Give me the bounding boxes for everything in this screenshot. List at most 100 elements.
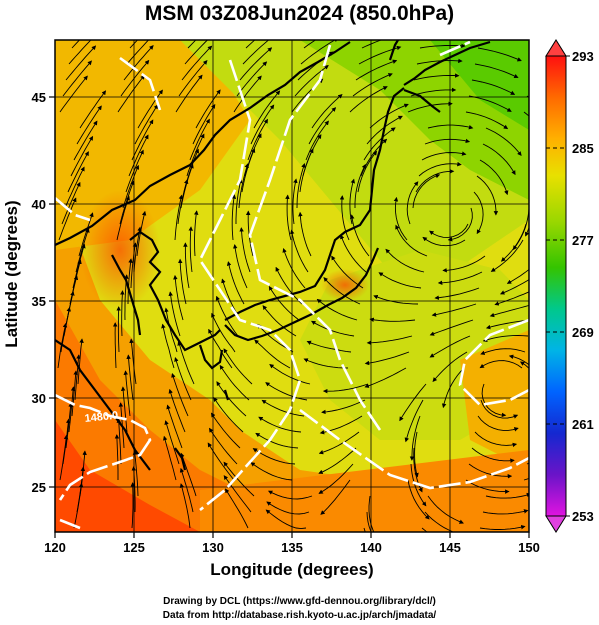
- streamline: [519, 361, 529, 370]
- streamline: [447, 207, 473, 242]
- x-tick-label: 150: [518, 540, 540, 555]
- streamline: [75, 227, 90, 273]
- streamline: [421, 151, 467, 161]
- streamline: [59, 75, 88, 113]
- streamline: [413, 73, 460, 81]
- streamline: [123, 45, 154, 81]
- streamline: [120, 386, 128, 433]
- streamline: [364, 367, 407, 388]
- streamline: [429, 223, 469, 238]
- streamline: [296, 163, 306, 209]
- streamline: [126, 40, 150, 65]
- colorbar-label: 277: [572, 233, 594, 248]
- streamline: [57, 322, 68, 369]
- streamline: [366, 335, 413, 346]
- streamline: [485, 492, 529, 499]
- y-tick-label: 35: [32, 294, 46, 309]
- streamline: [366, 115, 403, 145]
- streamline: [292, 178, 298, 225]
- streamline: [195, 89, 221, 129]
- contour-label: 1480.0: [84, 410, 119, 425]
- streamline: [62, 60, 92, 97]
- streamline: [211, 412, 241, 449]
- streamline: [123, 370, 131, 417]
- streamline: [331, 255, 364, 289]
- y-tick-label: 25: [32, 480, 46, 495]
- streamline: [207, 442, 235, 481]
- streamline: [369, 317, 416, 323]
- colorbar-label: 285: [572, 141, 594, 156]
- streamline: [79, 90, 107, 129]
- axis-ticks: [49, 96, 530, 538]
- streamline: [266, 501, 310, 515]
- streamline: [116, 418, 122, 465]
- streamline: [378, 272, 422, 289]
- map-title: MSM 03Z08Jun2024 (850.0hPa): [144, 2, 455, 25]
- streamline: [265, 382, 308, 401]
- streamline: [177, 179, 189, 225]
- streamline: [187, 40, 197, 49]
- colorbar-label: 269: [572, 325, 594, 340]
- streamline: [258, 416, 302, 433]
- streamline: [471, 79, 516, 95]
- streamline: [419, 43, 466, 49]
- streamline: [239, 47, 273, 81]
- streamline: [298, 211, 312, 257]
- streamline: [432, 351, 468, 382]
- streamline: [132, 450, 139, 497]
- streamline: [474, 63, 519, 79]
- streamline: [174, 357, 192, 401]
- streamline: [481, 383, 507, 418]
- streamline: [177, 340, 195, 385]
- y-tick-label: 30: [32, 391, 46, 406]
- streamline: [479, 524, 526, 530]
- streamline: [434, 287, 480, 300]
- streamline: [137, 89, 163, 129]
- streamline: [184, 40, 209, 65]
- streamline: [65, 402, 73, 449]
- streamline: [215, 295, 239, 337]
- streamline: [482, 143, 516, 176]
- streamline: [166, 404, 183, 449]
- streamline: [233, 75, 262, 113]
- streamline: [479, 360, 523, 369]
- streamline: [129, 338, 137, 385]
- streamline: [285, 194, 292, 241]
- streamline: [192, 103, 216, 145]
- streamline: [410, 463, 427, 507]
- wind-streamlines: [57, 40, 529, 532]
- streamline: [209, 427, 238, 465]
- streamline: [174, 194, 184, 241]
- streamline: [136, 210, 147, 257]
- x-tick-label: 135: [281, 540, 303, 555]
- streamline: [357, 150, 378, 193]
- streamline: [253, 90, 281, 129]
- streamline: [225, 488, 249, 529]
- streamline: [193, 210, 199, 257]
- streamline: [275, 266, 303, 305]
- streamline: [76, 105, 102, 145]
- streamline: [125, 149, 144, 193]
- streamline: [395, 224, 428, 257]
- streamline: [366, 511, 372, 532]
- streamline: [247, 118, 268, 161]
- streamline: [368, 495, 375, 532]
- streamline: [482, 509, 529, 515]
- x-tick-label: 145: [439, 540, 461, 555]
- streamline: [303, 358, 349, 369]
- streamline: [465, 479, 510, 494]
- streamline: [78, 212, 94, 257]
- streamline: [239, 227, 251, 273]
- streamline: [305, 120, 329, 161]
- y-axis-title: Latitude (degrees): [2, 200, 21, 348]
- streamline: [418, 161, 462, 177]
- x-axis-title: Longitude (degrees): [210, 560, 374, 579]
- streamline: [226, 261, 245, 305]
- streamline: [294, 65, 329, 97]
- streamline: [471, 447, 515, 463]
- streamline: [473, 191, 484, 235]
- streamline: [508, 354, 529, 366]
- streamline: [311, 320, 355, 337]
- streamline: [164, 307, 178, 353]
- streamline: [232, 244, 248, 289]
